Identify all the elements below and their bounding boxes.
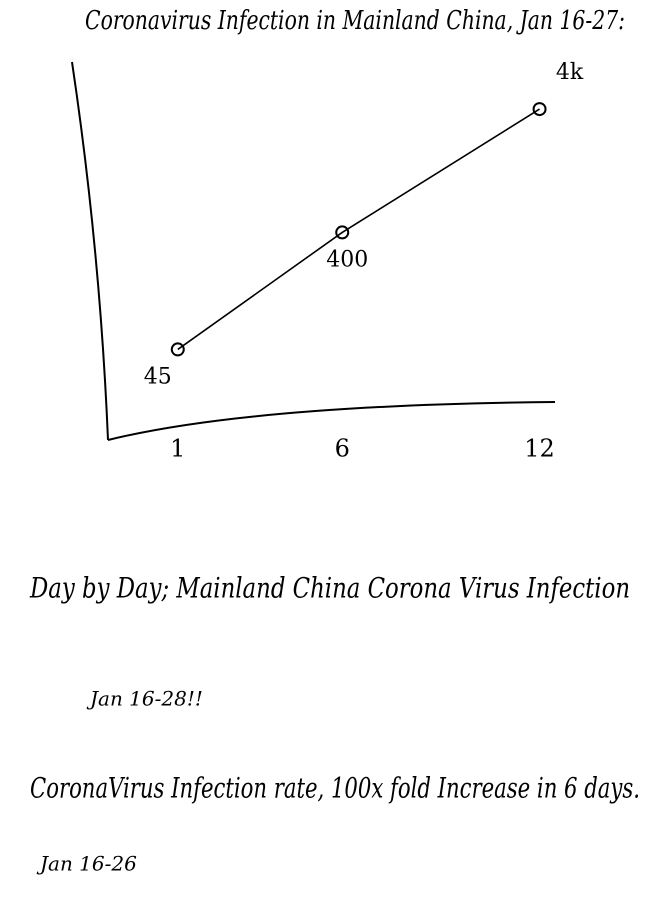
line	[177, 108, 540, 351]
x-tick-label: 12	[524, 435, 555, 463]
value-label: 45	[144, 364, 172, 389]
note: Day by Day; Mainland China Corona Virus …	[29, 572, 630, 605]
note: CoronaVirus Infection rate, 100x fold In…	[30, 772, 640, 805]
y-axis	[71, 61, 109, 441]
note: Jan 16-28!!	[86, 687, 203, 711]
point	[170, 342, 185, 357]
value-label: 400	[326, 247, 368, 272]
point	[532, 102, 547, 117]
x-tick-label: 6	[335, 435, 350, 463]
x-axis	[107, 401, 556, 441]
note: Jan 16-26	[36, 852, 137, 876]
value-label: 4k	[556, 60, 584, 85]
x-tick-label: 1	[170, 435, 185, 463]
chart-title: Coronavirus Infection in Mainland China,…	[85, 6, 625, 36]
point	[335, 225, 350, 240]
